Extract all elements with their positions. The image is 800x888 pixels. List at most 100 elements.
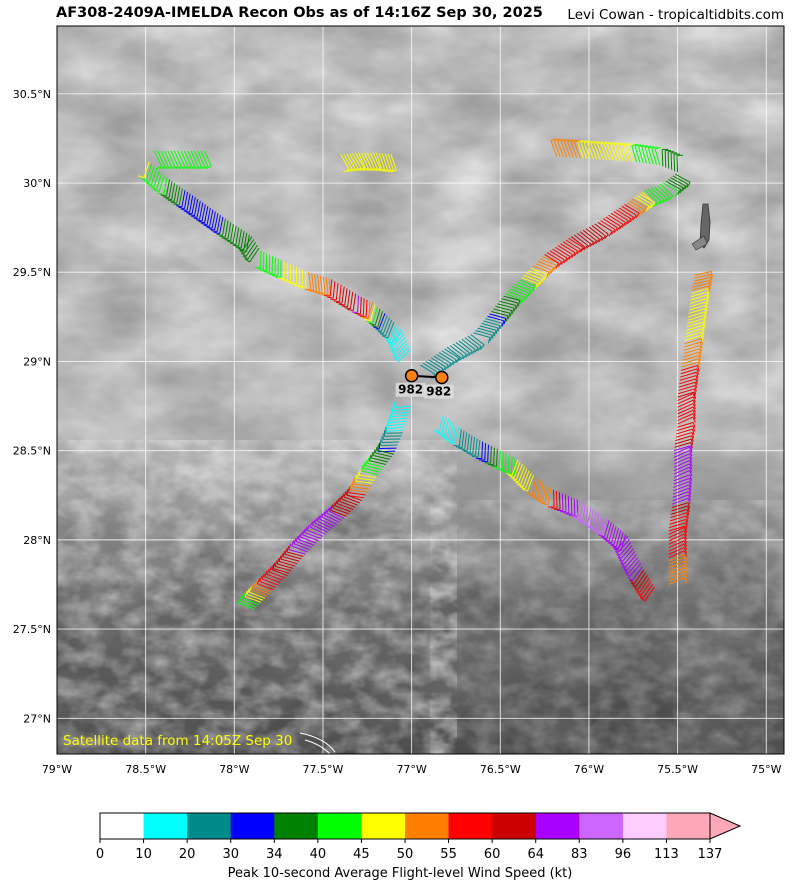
- lon-tick-label: 79°W: [42, 763, 72, 776]
- wind-barb: [153, 175, 165, 193]
- wind-barb: [335, 286, 345, 304]
- wind-barb: [473, 332, 491, 344]
- wind-barb: [259, 575, 276, 588]
- colorbar-extend-arrow: [709, 812, 742, 840]
- wind-barb: [387, 153, 394, 173]
- wind-barb: [571, 500, 581, 518]
- wind-barb: [603, 524, 615, 542]
- wind-barb: [681, 358, 701, 365]
- satellite-note: Satellite data from 14:05Z Sep 30: [63, 733, 292, 749]
- wind-barb: [375, 315, 388, 332]
- wind-barb: [444, 348, 460, 364]
- wind-barb: [667, 151, 675, 169]
- wind-barb: [481, 444, 489, 463]
- wind-barb: [644, 145, 652, 164]
- wind-barb: [478, 443, 487, 461]
- wind-barb: [684, 341, 703, 349]
- wind-barb: [388, 416, 407, 424]
- wind-barb: [630, 572, 647, 587]
- wind-barb: [391, 343, 409, 357]
- wind-barb: [387, 419, 406, 427]
- storm-center-marker: [435, 370, 449, 385]
- storm-center-marker: [404, 368, 419, 383]
- lat-tick-label: 27°N: [23, 712, 51, 725]
- wind-barb: [689, 298, 709, 305]
- wind-barb: [682, 351, 702, 359]
- lon-tick-label: 76°W: [574, 763, 604, 776]
- colorbar-tick-label: 34: [266, 847, 283, 862]
- wind-barb: [534, 482, 544, 500]
- wind-barb: [692, 279, 712, 287]
- wind-barb: [677, 409, 696, 418]
- wind-barb: [632, 575, 648, 590]
- wind-barb: [372, 449, 391, 460]
- wind-barb: [237, 236, 253, 252]
- wind-barb: [333, 284, 342, 303]
- wind-barb: [539, 258, 557, 271]
- wind-barb: [647, 145, 655, 165]
- wind-barb: [244, 590, 262, 603]
- wind-barb: [624, 204, 640, 219]
- wind-barb: [672, 487, 692, 495]
- wind-barb: [668, 536, 688, 545]
- wind-barb: [552, 248, 568, 264]
- wind-barb: [170, 150, 179, 170]
- wind-barb: [650, 187, 665, 205]
- wind-barb: [638, 583, 654, 599]
- wind-barb: [208, 213, 219, 231]
- wind-barb: [316, 275, 323, 294]
- wind-barb: [570, 139, 578, 158]
- wind-barb: [587, 140, 594, 160]
- wind-barb: [371, 310, 384, 328]
- wind-barb: [470, 334, 485, 350]
- wind-barb: [589, 513, 600, 531]
- wind-barb: [683, 348, 702, 355]
- wind-barb: [433, 355, 449, 371]
- wind-barb: [143, 166, 155, 183]
- wind-barb: [590, 140, 598, 160]
- wind-barb: [668, 525, 688, 533]
- wind-barb: [348, 486, 366, 496]
- wind-barb: [336, 497, 354, 511]
- wind-barb: [469, 438, 478, 457]
- wind-barb: [150, 172, 163, 190]
- wind-barb: [481, 322, 499, 334]
- wind-barb: [613, 211, 629, 226]
- wind-barb: [288, 543, 306, 555]
- wind-barb: [441, 350, 457, 366]
- colorbar-label: Peak 10-second Average Flight-level Wind…: [227, 866, 573, 881]
- wind-barb: [183, 195, 194, 213]
- wind-barb: [304, 526, 321, 540]
- wind-barb: [221, 222, 232, 240]
- wind-barb: [489, 313, 507, 325]
- wind-barb: [674, 438, 694, 446]
- wind-barb: [673, 153, 681, 172]
- wind-barb: [306, 524, 324, 537]
- wind-barb: [617, 548, 635, 562]
- wind-barb: [386, 330, 404, 344]
- wind-barb: [173, 188, 183, 206]
- wind-barb: [623, 560, 640, 574]
- wind-barb: [670, 512, 689, 519]
- wind-barb: [673, 445, 693, 452]
- wind-barb: [679, 378, 698, 385]
- wind-barb: [361, 465, 379, 476]
- wind-barb: [607, 528, 619, 546]
- wind-barb: [252, 582, 270, 595]
- wind-barb: [257, 252, 265, 270]
- axis-labels: 79°W 78.5°W 78°W 77.5°W 77°W 76.5°W 76°W 75.5°W…: [13, 88, 782, 776]
- wind-barb: [610, 212, 626, 228]
- wind-barb: [673, 456, 693, 465]
- pressure-label: 982: [398, 383, 423, 397]
- wind-barb: [219, 220, 229, 238]
- wind-barb: [673, 463, 693, 472]
- wind-barb: [352, 153, 362, 172]
- wind-barb: [240, 241, 257, 257]
- wind-barb: [387, 333, 405, 347]
- wind-barb: [512, 286, 529, 299]
- wind-barb: [351, 480, 370, 490]
- wind-barb: [392, 346, 410, 360]
- wind-barb: [389, 336, 406, 350]
- wind-barb: [673, 470, 693, 478]
- lat-tick-label: 30.5°N: [13, 88, 51, 101]
